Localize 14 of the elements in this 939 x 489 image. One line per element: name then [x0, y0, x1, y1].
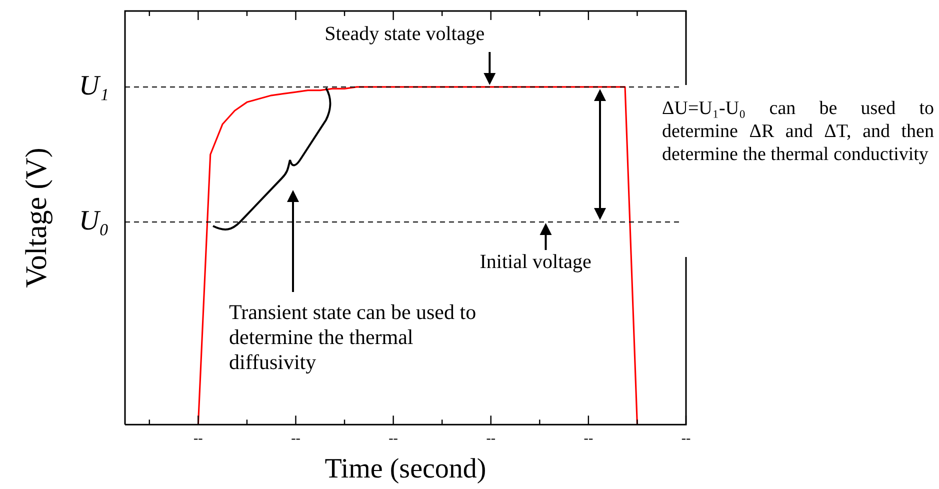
y-axis-title: Voltage (V) — [20, 148, 53, 288]
x-tick-label: -- — [291, 432, 301, 447]
annotation: Transient state can be used to determine the thermal diffusivity — [229, 300, 478, 376]
x-tick-label: -- — [388, 432, 398, 447]
annotation: Initial voltage — [480, 250, 592, 274]
annotation: Steady state voltage — [324, 22, 485, 46]
x-tick-label: -- — [681, 432, 691, 447]
x-tick-label: -- — [194, 432, 204, 447]
ref-line-label: U₀ — [79, 205, 109, 236]
x-tick-label: -- — [486, 432, 496, 447]
x-tick-label: -- — [584, 432, 594, 447]
annotation: ΔU=U₁-U₀ can be used to determine ΔR and ΔT, and then determine the thermal conductivity — [662, 98, 934, 166]
x-axis-title: Time (second) — [324, 454, 486, 485]
ref-line-label: U₁ — [79, 70, 109, 102]
